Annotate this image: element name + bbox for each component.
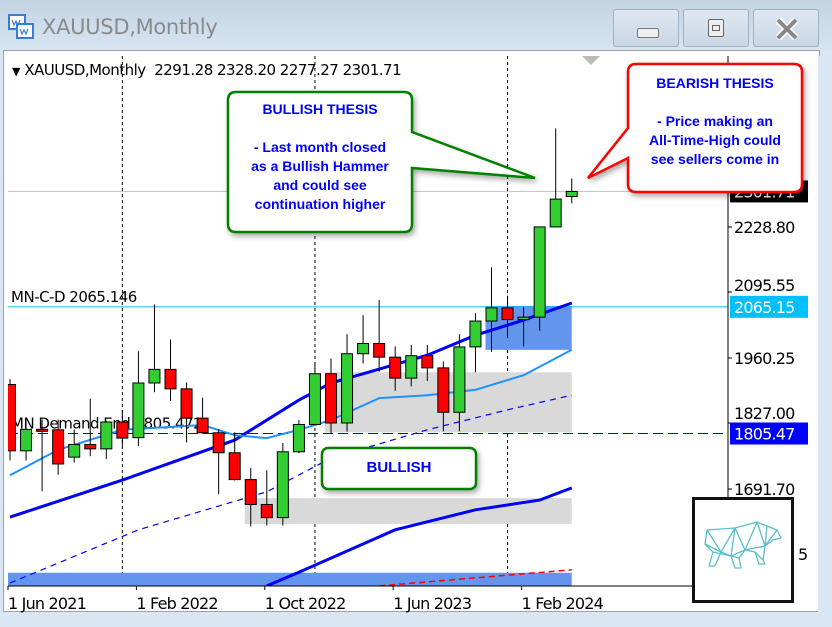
candle-body	[469, 320, 482, 348]
candle-body	[84, 443, 97, 450]
price-tick-label: 1827.00	[734, 404, 795, 423]
candle-body	[357, 342, 370, 355]
candle-body	[148, 368, 161, 384]
right-border	[818, 56, 832, 612]
candle-body	[132, 382, 145, 439]
bearish-thesis-text: BEARISH THESIS - Price making an All-Time…	[649, 75, 781, 167]
chart-window-icon	[8, 14, 34, 39]
maximize-icon	[708, 19, 724, 37]
candle-body	[517, 316, 530, 321]
candle-body	[212, 432, 225, 454]
title-bar: XAUUSD,Monthly	[0, 0, 832, 50]
price-tick-label: 2095.55	[734, 276, 795, 295]
time-tick-label: 1 Jun 2023	[393, 594, 471, 613]
price-label: 1805.47	[734, 425, 795, 444]
price-label: 2065.15	[734, 298, 795, 317]
candle-body	[389, 356, 402, 379]
scroll-indicator-icon[interactable]	[582, 56, 600, 65]
candle-body	[52, 429, 65, 465]
candle-body	[485, 307, 498, 322]
candle-body	[100, 421, 113, 450]
price-tick-label: 1960.25	[734, 349, 795, 368]
price-tick-label: 5	[798, 545, 807, 564]
time-tick-label: 1 Feb 2022	[136, 594, 217, 613]
price-zone	[8, 572, 572, 586]
time-tick-label: 1 Jun 2021	[8, 594, 86, 613]
time-tick-label: 1 Feb 2024	[522, 594, 604, 613]
collapse-triangle-icon[interactable]: ▼	[12, 65, 20, 78]
bear-icon	[704, 521, 782, 569]
symbol-timeframe: XAUUSD,Monthly	[24, 61, 146, 79]
candle-body	[565, 190, 578, 198]
close-button[interactable]	[753, 9, 819, 47]
candle-body	[453, 346, 466, 413]
window-title: XAUUSD,Monthly	[42, 15, 218, 39]
candle-body	[437, 367, 450, 413]
candle-body	[421, 355, 434, 369]
candle-body	[20, 428, 33, 452]
price-label-bg	[730, 295, 808, 318]
candle-body	[308, 373, 321, 425]
candle-body	[373, 342, 386, 358]
candle-body	[196, 417, 209, 434]
bullish-label-text: BULLISH	[366, 459, 432, 476]
maximize-button[interactable]	[683, 9, 749, 47]
price-tick-label: 2228.80	[734, 218, 795, 237]
candle-body	[533, 226, 546, 318]
candle-body	[244, 479, 257, 505]
moving-average-line	[266, 486, 573, 586]
chart-header: ▼ XAUUSD,Monthly 2291.28 2328.20 2277.27…	[12, 61, 402, 79]
candle-body	[68, 443, 81, 458]
candle-body	[36, 428, 49, 432]
ohlc-values: 2291.28 2328.20 2277.27 2301.71	[154, 61, 402, 79]
candle-body	[325, 373, 337, 424]
minimize-icon	[637, 28, 659, 38]
minimize-button[interactable]	[613, 9, 679, 47]
price-label: 2301.71	[734, 182, 795, 201]
candle-body	[405, 355, 418, 379]
candle-body	[8, 383, 16, 452]
time-tick-label: 1 Oct 2022	[265, 594, 346, 613]
mn-cd-label: MN-C-D 2065.146	[11, 288, 137, 306]
candle-body	[341, 353, 354, 424]
candle-body	[292, 423, 305, 453]
bear-logo	[692, 497, 794, 603]
candle-body	[228, 452, 241, 481]
candle-body	[549, 198, 562, 228]
candle-body	[276, 451, 289, 519]
candle-body	[180, 388, 193, 419]
candle-body	[116, 421, 129, 439]
bullish-thesis-text: BULLISH THESIS - Last month closed as a B…	[251, 101, 389, 212]
candle-body	[501, 307, 514, 321]
price-tick-label: 1691.70	[734, 480, 795, 499]
candle-body	[260, 503, 273, 519]
price-label-bg	[730, 422, 808, 445]
moving-average-line	[379, 569, 572, 586]
candle-body	[164, 368, 177, 390]
close-icon	[775, 17, 799, 41]
